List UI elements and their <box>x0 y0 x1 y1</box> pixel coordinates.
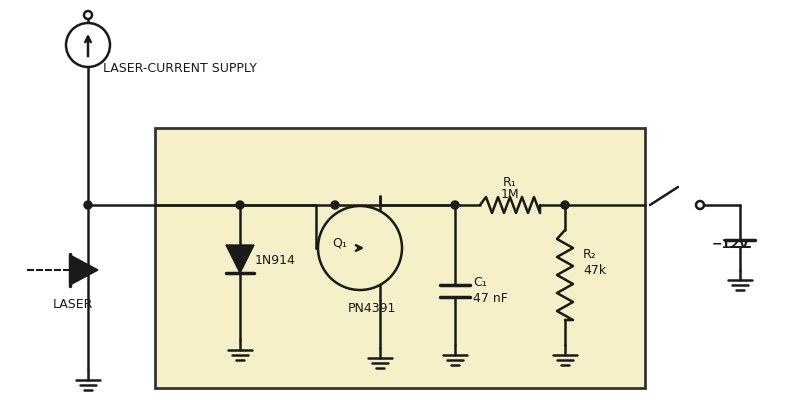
Polygon shape <box>70 255 98 285</box>
Text: Q₁: Q₁ <box>332 237 347 249</box>
Circle shape <box>84 11 92 19</box>
Circle shape <box>331 201 339 209</box>
Text: 47k: 47k <box>583 263 606 276</box>
Polygon shape <box>226 245 254 273</box>
Text: LASER-CURRENT SUPPLY: LASER-CURRENT SUPPLY <box>103 62 257 74</box>
Circle shape <box>451 201 459 209</box>
Text: 47 nF: 47 nF <box>473 292 508 304</box>
Circle shape <box>84 201 92 209</box>
Circle shape <box>696 201 704 209</box>
Text: PN4391: PN4391 <box>348 301 396 315</box>
Circle shape <box>318 206 402 290</box>
Text: C₁: C₁ <box>473 275 486 289</box>
Text: LASER: LASER <box>53 299 94 311</box>
Circle shape <box>561 201 569 209</box>
Text: R₁: R₁ <box>503 176 517 190</box>
Text: 1N914: 1N914 <box>255 254 296 266</box>
Circle shape <box>236 201 244 209</box>
Text: R₂: R₂ <box>583 249 597 261</box>
Circle shape <box>66 23 110 67</box>
FancyBboxPatch shape <box>155 128 645 388</box>
Text: −12V: −12V <box>712 238 750 252</box>
Text: 1M: 1M <box>501 188 519 202</box>
